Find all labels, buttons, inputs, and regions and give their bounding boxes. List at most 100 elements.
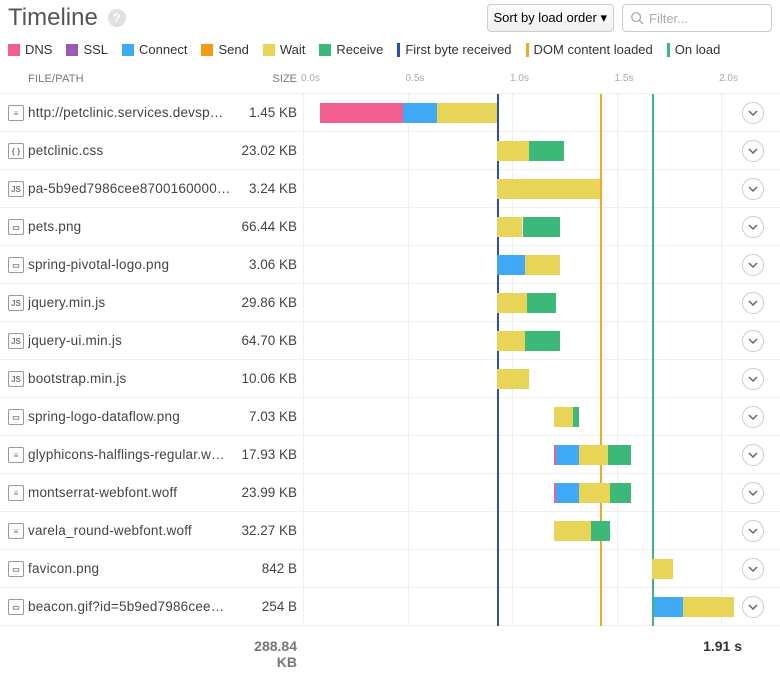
file-size: 32.27 KB	[238, 523, 303, 538]
file-size: 254 B	[238, 599, 303, 614]
send-swatch	[201, 44, 213, 56]
segment-wait	[497, 217, 522, 237]
segment-receive	[527, 293, 556, 313]
expand-button[interactable]	[742, 558, 764, 580]
expand-button[interactable]	[742, 482, 764, 504]
file-name: montserrat-webfont.woff	[28, 485, 238, 500]
legend-label: DNS	[25, 42, 52, 57]
axis-tick: 0.0s	[301, 73, 320, 84]
time-axis: 0.0s0.5s1.0s1.5s2.0s	[303, 73, 742, 89]
file-name: petclinic.css	[28, 143, 238, 158]
legend-item-receive: Receive	[319, 42, 383, 57]
col-header-file: FILE/PATH	[28, 73, 238, 89]
table-row: ▭spring-pivotal-logo.png3.06 KB	[0, 246, 780, 284]
legend-item-send: Send	[201, 42, 248, 57]
file-name: spring-pivotal-logo.png	[28, 257, 238, 272]
file-type-icon: ≡	[8, 105, 24, 121]
expand-button[interactable]	[742, 368, 764, 390]
filter-wrap	[622, 4, 772, 32]
legend-label: First byte received	[405, 42, 511, 57]
file-size: 10.06 KB	[238, 371, 303, 386]
segment-receive	[610, 483, 631, 503]
on_load-swatch	[667, 43, 670, 57]
timing-bar	[303, 559, 742, 579]
table-row: JSpa-5b9ed7986cee8700160000…3.24 KB	[0, 170, 780, 208]
connect-swatch	[122, 44, 134, 56]
segment-connect	[556, 483, 579, 503]
legend-label: On load	[675, 42, 721, 57]
segment-connect	[403, 103, 436, 123]
expand-button[interactable]	[742, 178, 764, 200]
file-size: 842 B	[238, 561, 303, 576]
file-size: 23.99 KB	[238, 485, 303, 500]
file-name: beacon.gif?id=5b9ed7986cee…	[28, 599, 238, 614]
expand-button[interactable]	[742, 102, 764, 124]
expand-button[interactable]	[742, 140, 764, 162]
file-name: http://petclinic.services.devsp…	[28, 105, 238, 120]
help-icon[interactable]: ?	[108, 9, 126, 27]
file-size: 7.03 KB	[238, 409, 303, 424]
expand-button[interactable]	[742, 520, 764, 542]
timing-bar	[303, 217, 742, 237]
sort-select[interactable]: Sort by load order ▾	[487, 4, 614, 32]
timing-bar	[303, 445, 742, 465]
segment-wait	[497, 369, 528, 389]
table-row: ▭spring-logo-dataflow.png7.03 KB	[0, 398, 780, 436]
file-name: favicon.png	[28, 561, 238, 576]
timing-bar	[303, 141, 742, 161]
legend-item-first_byte: First byte received	[397, 42, 511, 57]
segment-wait	[554, 407, 573, 427]
file-name: jquery-ui.min.js	[28, 333, 238, 348]
table-row: JSjquery.min.js29.86 KB	[0, 284, 780, 322]
file-name: pets.png	[28, 219, 238, 234]
file-type-icon: ≡	[8, 447, 24, 463]
file-size: 64.70 KB	[238, 333, 303, 348]
footer: 288.84 KB 1.91 s	[0, 626, 780, 678]
total-size: 288.84 KB	[238, 638, 303, 670]
receive-swatch	[319, 44, 331, 56]
file-type-icon: JS	[8, 333, 24, 349]
segment-wait	[497, 179, 599, 199]
expand-button[interactable]	[742, 254, 764, 276]
expand-button[interactable]	[742, 406, 764, 428]
legend-item-dom_loaded: DOM content loaded	[526, 42, 653, 57]
axis-tick: 0.5s	[406, 73, 425, 84]
file-name: bootstrap.min.js	[28, 371, 238, 386]
file-size: 29.86 KB	[238, 295, 303, 310]
first_byte-swatch	[397, 43, 400, 57]
rows-container: ≡http://petclinic.services.devsp…1.45 KB…	[0, 94, 780, 626]
segment-wait	[437, 103, 498, 123]
expand-button[interactable]	[742, 330, 764, 352]
ssl-swatch	[66, 44, 78, 56]
file-type-icon: ▭	[8, 561, 24, 577]
legend: DNSSSLConnectSendWaitReceiveFirst byte r…	[0, 38, 780, 67]
timing-bar	[303, 179, 742, 199]
segment-receive	[529, 141, 565, 161]
timing-bar	[303, 293, 742, 313]
file-type-icon: ▭	[8, 599, 24, 615]
expand-button[interactable]	[742, 216, 764, 238]
table-row: { }petclinic.css23.02 KB	[0, 132, 780, 170]
filter-input[interactable]	[622, 4, 772, 32]
timing-bar	[303, 103, 742, 123]
file-type-icon: ≡	[8, 523, 24, 539]
search-icon	[630, 11, 644, 25]
segment-receive	[525, 331, 561, 351]
segment-connect	[556, 445, 579, 465]
file-size: 3.24 KB	[238, 181, 303, 196]
segment-dns	[320, 103, 404, 123]
legend-item-connect: Connect	[122, 42, 187, 57]
expand-button[interactable]	[742, 292, 764, 314]
expand-button[interactable]	[742, 444, 764, 466]
timing-bar	[303, 369, 742, 389]
expand-button[interactable]	[742, 596, 764, 618]
wait-swatch	[263, 44, 275, 56]
file-type-icon: JS	[8, 295, 24, 311]
legend-label: Receive	[336, 42, 383, 57]
file-type-icon: ▭	[8, 409, 24, 425]
timing-bar	[303, 331, 742, 351]
legend-item-on_load: On load	[667, 42, 721, 57]
total-time: 1.91 s	[303, 638, 742, 670]
legend-label: DOM content loaded	[534, 42, 653, 57]
timing-bar	[303, 597, 742, 617]
